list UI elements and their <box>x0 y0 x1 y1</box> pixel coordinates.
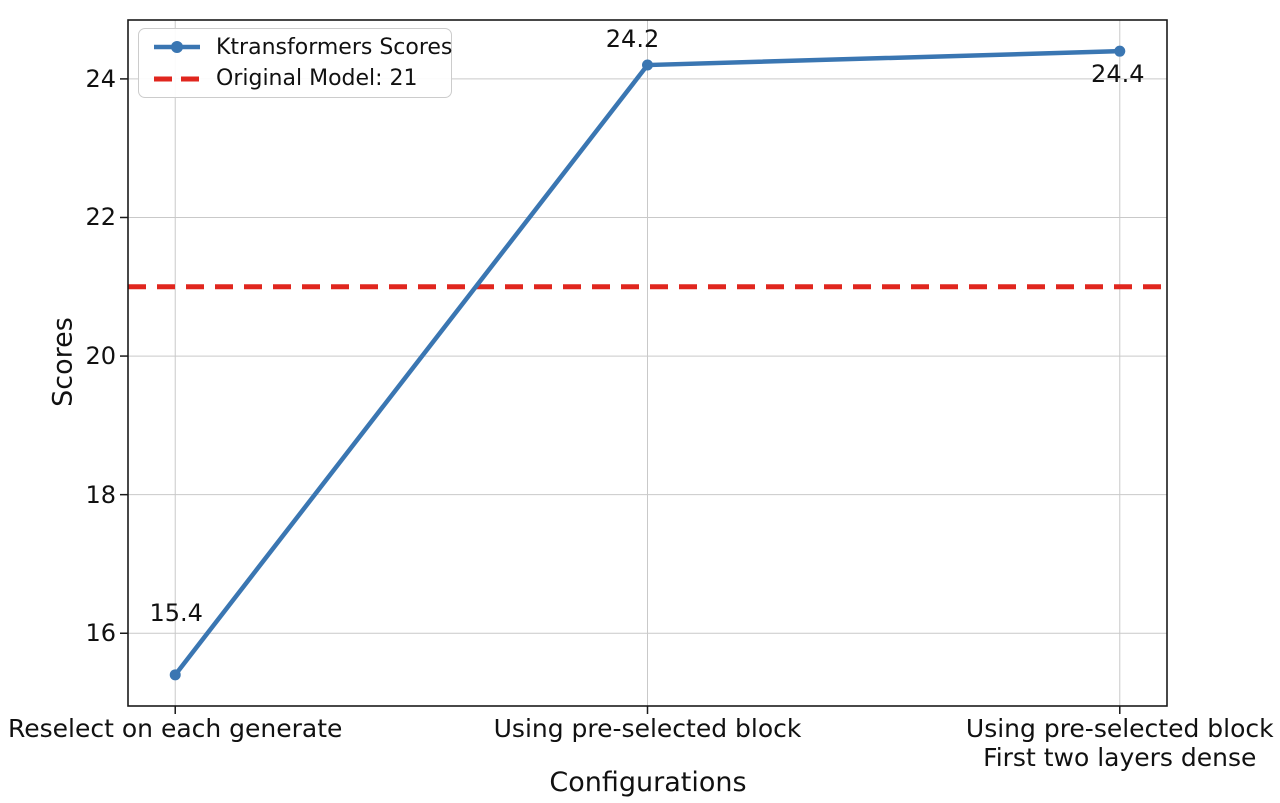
legend-entry-reference: Original Model: 21 <box>145 65 445 94</box>
data-point-marker <box>1114 45 1126 57</box>
plot-border <box>127 19 1168 707</box>
legend-label-reference: Original Model: 21 <box>216 66 418 92</box>
x-tick-label: Using pre-selected block First two layers… <box>965 714 1274 772</box>
data-point-marker <box>169 669 181 681</box>
data-point-value-label: 24.4 <box>1091 60 1145 89</box>
y-tick-label: 22 <box>85 203 116 232</box>
legend: Ktransformers Scores Original Model: 21 <box>138 28 452 98</box>
y-tick-label: 24 <box>85 64 116 93</box>
dashed-line-swatch-icon <box>154 76 200 82</box>
legend-entry-series: Ktransformers Scores <box>145 33 452 62</box>
x-tick-label: Reselect on each generate <box>8 714 343 743</box>
line-marker-swatch-icon <box>154 41 200 54</box>
y-tick-label: 18 <box>85 480 116 509</box>
data-point-value-label: 24.2 <box>605 25 660 54</box>
legend-label-series: Ktransformers Scores <box>216 34 453 60</box>
data-point-marker <box>642 59 653 71</box>
data-point-value-label: 15.4 <box>149 598 203 627</box>
y-tick-label: 16 <box>85 619 116 648</box>
x-tick-label: Using pre-selected block <box>493 714 802 743</box>
y-tick-label: 20 <box>85 342 116 371</box>
x-axis-label: Configurations <box>549 767 747 798</box>
